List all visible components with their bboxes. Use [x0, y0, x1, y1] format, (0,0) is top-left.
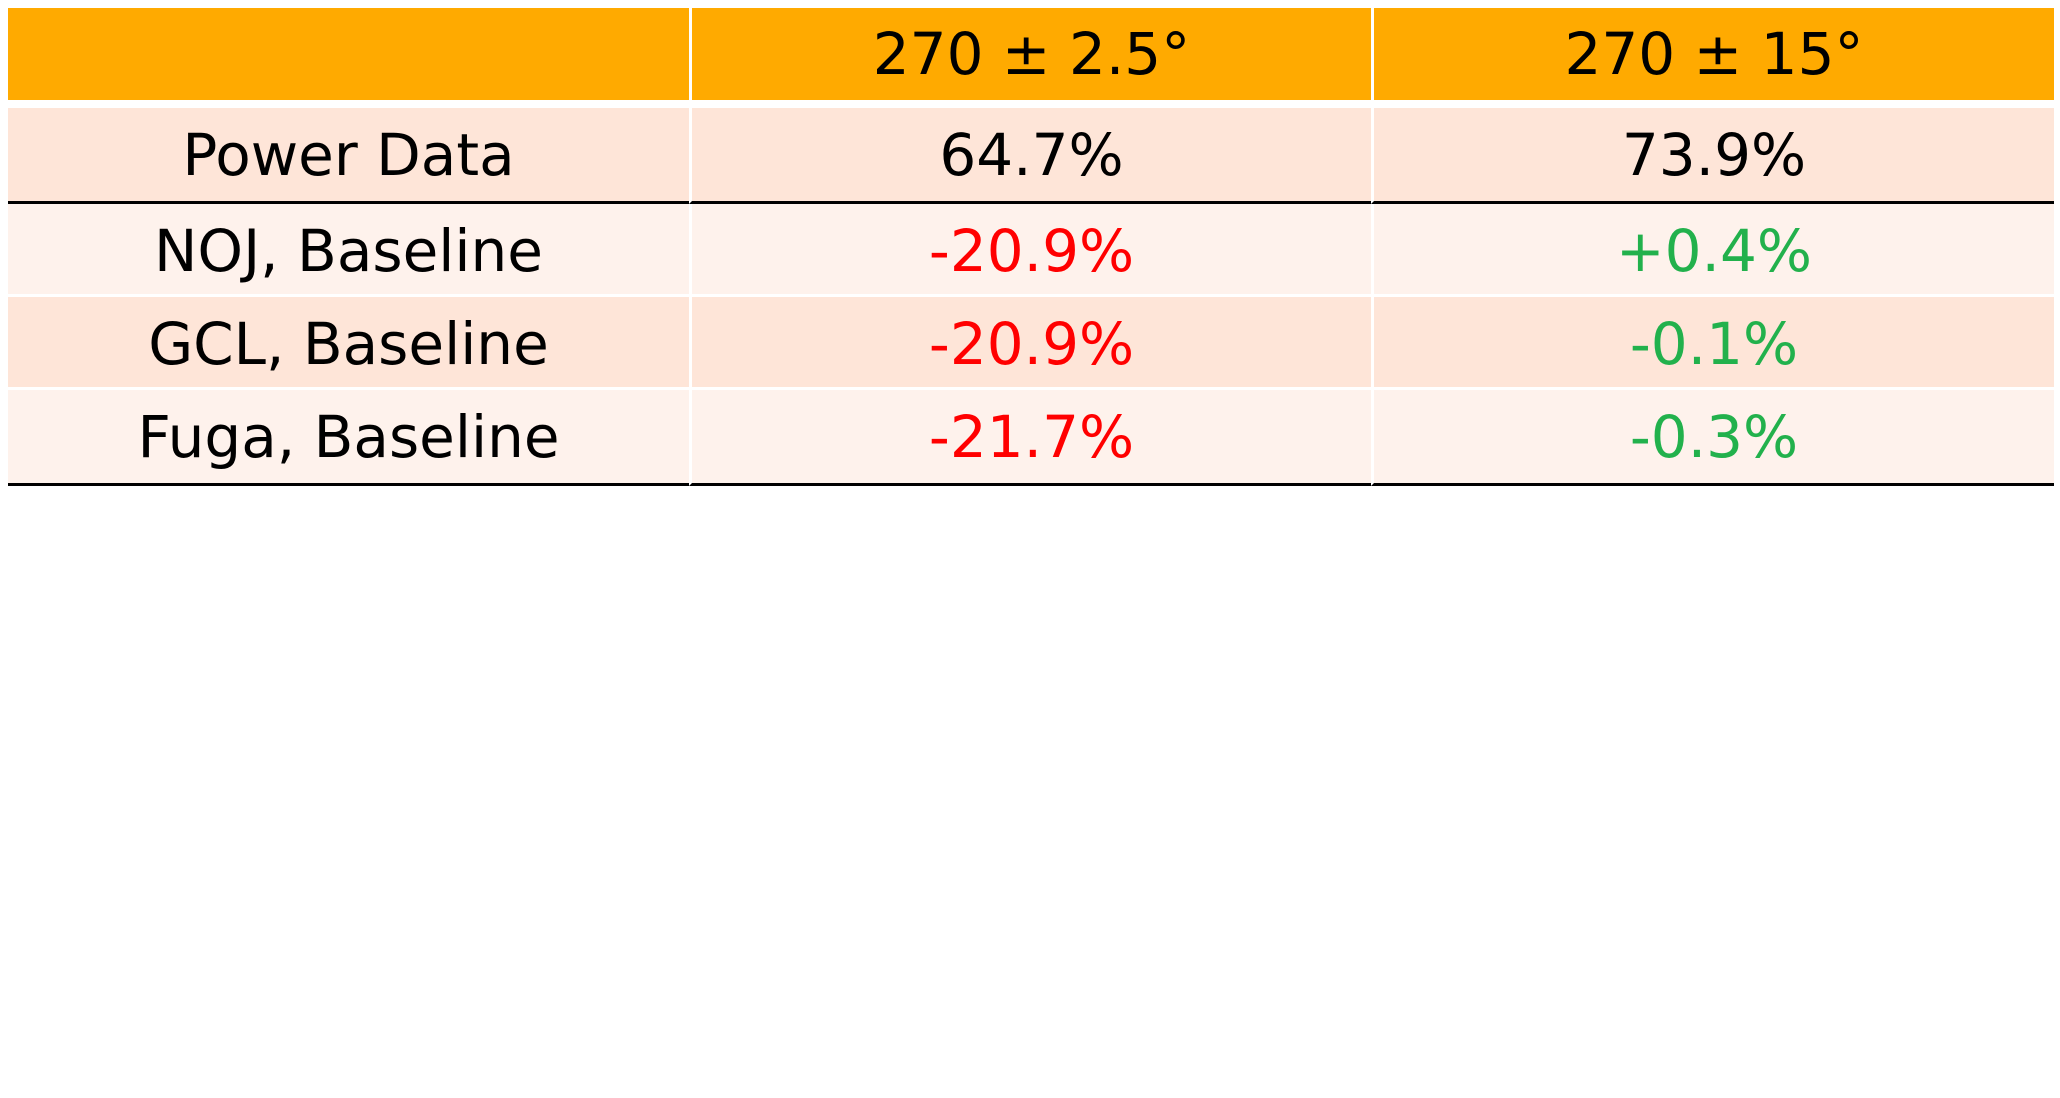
row-label: Fuga, Baseline: [8, 390, 689, 486]
results-table: 270 ± 2.5° 270 ± 15° Power Data 64.7% 73…: [8, 8, 2054, 486]
value-cell: -21.7%: [689, 390, 1371, 486]
value-cell: 73.9%: [1371, 108, 2054, 204]
header-corner-cell: [8, 8, 689, 108]
header-narrow-window: 270 ± 2.5°: [689, 8, 1371, 108]
table-row-gcl-baseline: GCL, Baseline -20.9% -0.1%: [8, 297, 2054, 390]
row-label: GCL, Baseline: [8, 297, 689, 390]
value-cell: 64.7%: [689, 108, 1371, 204]
row-label: NOJ, Baseline: [8, 204, 689, 297]
value-cell: -0.1%: [1371, 297, 2054, 390]
value-cell: -20.9%: [689, 297, 1371, 390]
value-cell: -0.3%: [1371, 390, 2054, 486]
table-row-power-data: Power Data 64.7% 73.9%: [8, 108, 2054, 204]
row-label: Power Data: [8, 108, 689, 204]
table-row-noj-baseline: NOJ, Baseline -20.9% +0.4%: [8, 204, 2054, 297]
header-row: 270 ± 2.5° 270 ± 15°: [8, 8, 2054, 108]
value-cell: +0.4%: [1371, 204, 2054, 297]
header-wide-window: 270 ± 15°: [1371, 8, 2054, 108]
table-row-fuga-baseline: Fuga, Baseline -21.7% -0.3%: [8, 390, 2054, 486]
value-cell: -20.9%: [689, 204, 1371, 297]
